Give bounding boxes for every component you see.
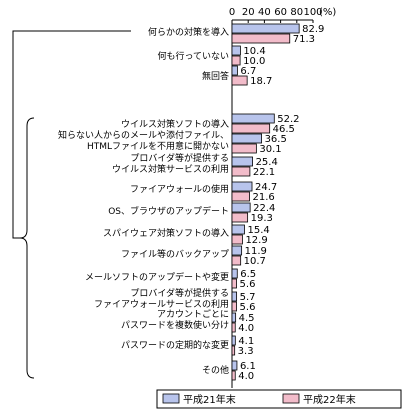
bar-value-label: 4.0 — [238, 371, 254, 382]
bar-value-label: 71.3 — [293, 34, 315, 45]
bar-value-label: 4.0 — [238, 323, 254, 334]
bar-value-label: 10.4 — [243, 46, 265, 57]
bar — [231, 55, 241, 66]
bar — [231, 224, 245, 235]
x-tick-label: 100 — [303, 7, 322, 18]
bar-value-label: 4.1 — [238, 336, 254, 347]
category-label: メールソフトのアップデートや変更 — [85, 271, 229, 283]
grouping-bracket — [12, 30, 131, 379]
bar-value-label: 30.1 — [259, 144, 281, 155]
category-label: その他 — [202, 364, 229, 376]
bar — [231, 75, 248, 86]
category-label: HTMLファイルを不用意に開かない — [87, 140, 229, 152]
bar — [231, 133, 262, 144]
bar-value-label: 6.5 — [240, 269, 256, 280]
bar — [231, 291, 238, 302]
bar-value-label: 5.6 — [240, 302, 256, 313]
bar-value-label: 21.6 — [252, 192, 274, 203]
bar-value-label: 22.4 — [253, 203, 275, 214]
legend-swatch — [282, 393, 300, 404]
bar — [231, 123, 271, 134]
bar-value-label: 6.1 — [240, 361, 256, 372]
legend-swatch — [162, 393, 180, 404]
legend: 平成21年末 平成22年末 — [156, 389, 402, 409]
bar — [231, 23, 300, 34]
x-tick-label: 20 — [242, 7, 255, 18]
bar — [231, 278, 237, 289]
category-label: OS、ブラウザのアップデート — [108, 205, 229, 217]
legend-box — [156, 389, 402, 409]
bar-value-label: 5.6 — [240, 279, 256, 290]
bar-value-label: 11.9 — [245, 246, 267, 257]
bar — [231, 301, 237, 312]
legend-label: 平成21年末 — [183, 393, 236, 406]
bar-value-label: 4.5 — [239, 313, 255, 324]
bar — [231, 268, 238, 279]
bar — [231, 181, 253, 192]
x-tick-label: 80 — [290, 7, 303, 18]
bar-value-label: 12.9 — [245, 235, 267, 246]
bar-value-label: 15.4 — [247, 225, 269, 236]
bar — [231, 202, 251, 213]
bar — [231, 322, 236, 333]
bar-value-label: 46.5 — [273, 124, 295, 135]
category-label: スパイウェア対策ソフトの導入 — [103, 227, 229, 239]
bar — [231, 234, 243, 245]
category-label: ファイアウォールサービスの利用 — [94, 298, 229, 310]
bar-value-label: 10.0 — [243, 56, 265, 67]
bar-value-label: 25.4 — [256, 157, 278, 168]
bar — [231, 191, 250, 202]
bar — [231, 166, 251, 177]
category-label: パスワードの定期的な変更 — [121, 339, 229, 351]
bar-value-label: 36.5 — [265, 134, 287, 145]
bar — [231, 335, 236, 346]
category-label: アカウントごとに — [157, 308, 229, 320]
bar — [231, 360, 238, 371]
bar — [231, 113, 275, 124]
bar — [231, 370, 236, 381]
bar — [231, 45, 241, 56]
legend-label: 平成22年末 — [303, 393, 356, 406]
category-label: パスワードを複数使い分け — [121, 319, 229, 331]
bar — [231, 245, 243, 256]
category-label: ファイル等のバックアップ — [121, 248, 229, 260]
bar — [231, 212, 249, 223]
category-label: 無回答 — [202, 70, 229, 82]
bar-value-label: 3.3 — [238, 346, 254, 357]
category-label: 何も行っていない — [157, 50, 229, 62]
group-brace — [19, 117, 35, 379]
bar — [231, 143, 257, 154]
bar — [231, 255, 242, 266]
bar-value-label: 10.7 — [244, 256, 266, 267]
category-label: ウイルス対策ソフトの導入 — [121, 118, 229, 130]
category-label: プロバイダ等が提供する — [130, 152, 229, 164]
category-label: 何らかの対策を導入 — [148, 26, 229, 38]
bracket-line — [12, 30, 131, 239]
bar — [231, 345, 236, 356]
bar-value-label: 19.3 — [251, 213, 273, 224]
bar-value-label: 22.1 — [253, 167, 275, 178]
unit-label: (%) — [319, 7, 336, 18]
x-tick-label: 0 — [229, 7, 235, 18]
x-tick-label: 40 — [258, 7, 271, 18]
bars: 82.9 10.4 6.7 52.2 36.5 25.4 24.7 22.4 15.4 11.9 6… — [231, 23, 324, 382]
bar-value-label: 5.7 — [240, 292, 256, 303]
bar-value-label: 82.9 — [302, 24, 324, 35]
bar — [231, 33, 291, 44]
category-label: ファイアウォールの使用 — [130, 183, 229, 195]
bar-value-label: 24.7 — [255, 182, 277, 193]
bar — [231, 65, 238, 76]
bar-value-label: 18.7 — [250, 76, 272, 87]
category-label: 知らない人からのメールや添付ファイル、 — [58, 129, 229, 141]
category-label: プロバイダ等が提供する — [130, 287, 229, 299]
bar — [231, 156, 253, 167]
x-tick-label: 60 — [274, 7, 287, 18]
bar — [231, 312, 237, 323]
category-labels: 何らかの対策を導入何も行っていない無回答ウイルス対策ソフトの導入知らない人からの… — [58, 26, 229, 376]
bar-value-label: 52.2 — [277, 114, 299, 125]
category-label: ウイルス対策サービスの利用 — [112, 163, 229, 175]
bar-value-label: 6.7 — [240, 66, 256, 77]
